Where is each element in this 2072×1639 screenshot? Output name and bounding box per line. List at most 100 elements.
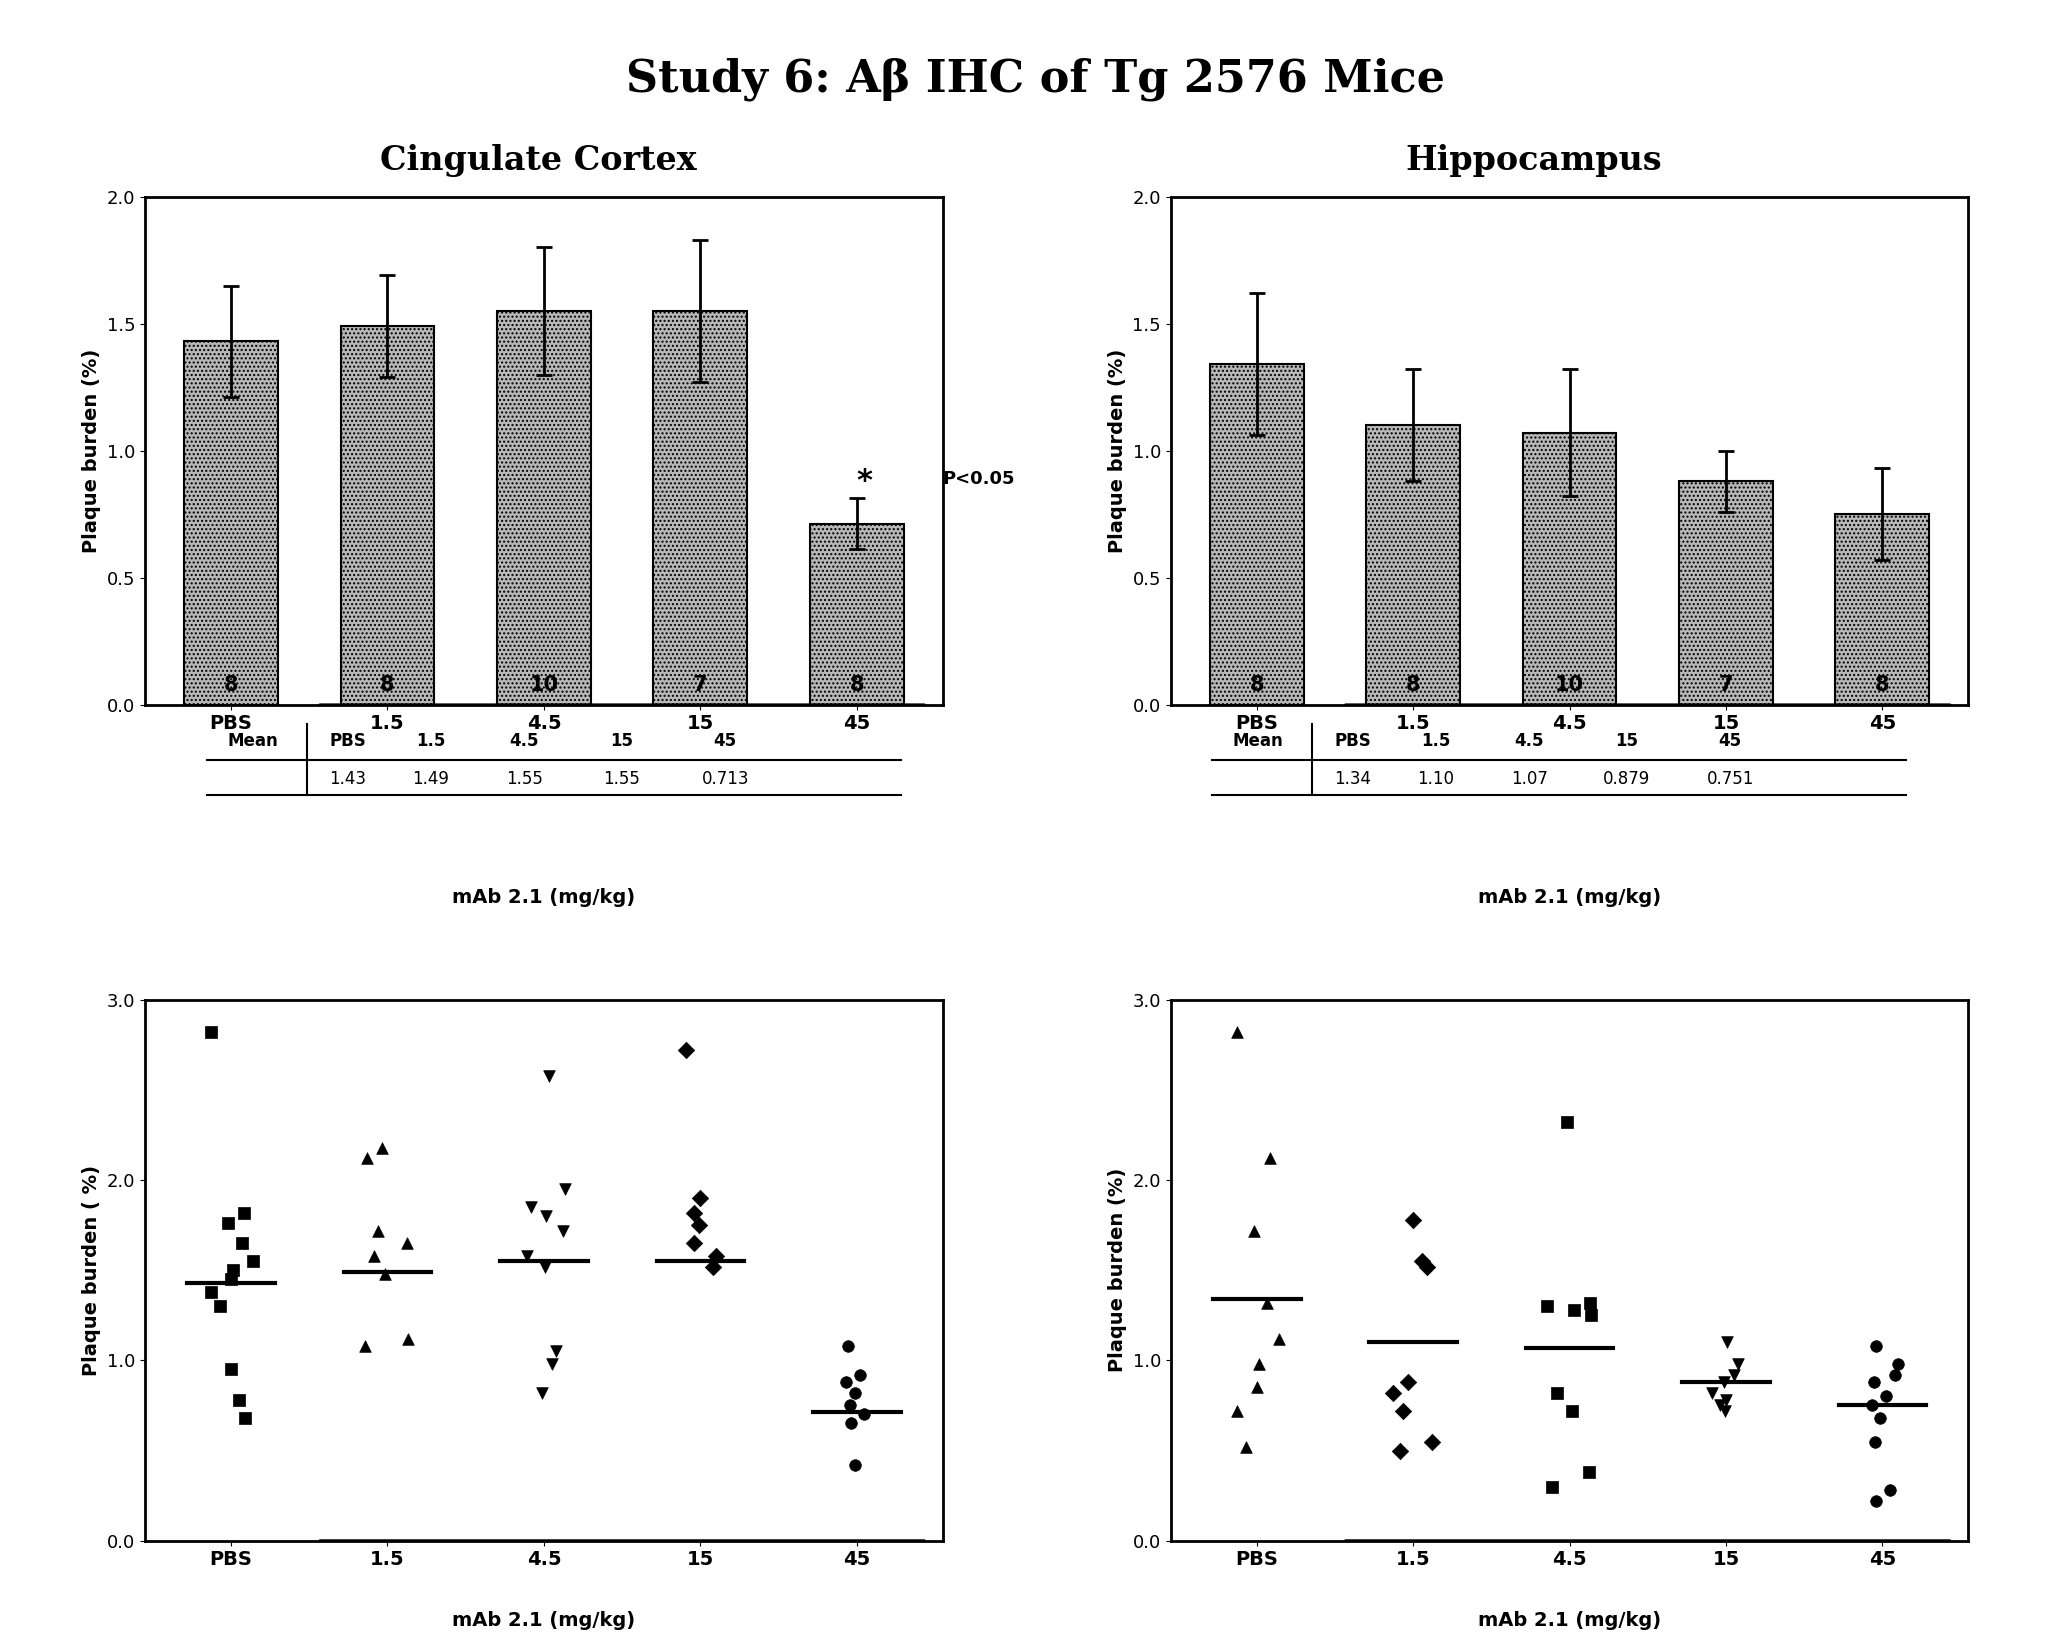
Text: mAb 2.1 (mg/kg): mAb 2.1 (mg/kg) [1477,888,1662,906]
Text: 8: 8 [381,675,396,695]
Point [215,1357,249,1383]
Point [678,1200,711,1226]
Point [392,1326,425,1352]
Point [361,1218,394,1244]
Text: 15: 15 [609,733,634,749]
Point [1863,1405,1896,1431]
Point [1397,1206,1430,1233]
Point [1531,1293,1564,1319]
Point [1575,1301,1608,1328]
Point [678,1229,711,1257]
Point [224,1387,257,1413]
Text: 1.5: 1.5 [416,733,445,749]
Text: 7: 7 [692,675,707,695]
Text: 4.5: 4.5 [1515,733,1544,749]
Point [535,1351,568,1377]
Point [1254,1146,1287,1172]
Point [228,1200,261,1226]
Point [365,1134,398,1160]
Point [195,1278,228,1305]
Point [348,1333,381,1359]
Bar [1523,433,1616,705]
Point [390,1229,423,1257]
Text: 8: 8 [1249,675,1264,695]
Point [684,1185,717,1211]
Text: 45: 45 [713,733,738,749]
Bar [1836,515,1929,705]
Bar [810,523,903,705]
Point [1703,1393,1736,1419]
Point [1535,1473,1569,1500]
Point [1262,1326,1295,1352]
Point [1229,1434,1262,1460]
Point [195,1019,228,1046]
Point [350,1146,383,1172]
Bar [340,326,435,705]
Text: Study 6: Aβ IHC of Tg 2576 Mice: Study 6: Aβ IHC of Tg 2576 Mice [626,57,1446,102]
Text: 1.49: 1.49 [412,770,450,787]
Point [1411,1254,1444,1280]
Point [526,1380,559,1406]
Text: Mean: Mean [1233,733,1283,749]
Text: mAb 2.1 (mg/kg): mAb 2.1 (mg/kg) [452,888,636,906]
Text: 1.10: 1.10 [1417,770,1455,787]
Text: 15: 15 [1614,733,1639,749]
Point [696,1254,729,1280]
Point [1390,1369,1423,1395]
Point [369,1260,402,1287]
Point [1879,1362,1912,1388]
Point [682,1213,715,1239]
Bar [1365,426,1461,705]
Bar [184,341,278,705]
Point [510,1242,543,1269]
Point [843,1362,876,1388]
Point [203,1293,236,1319]
Point [1556,1398,1589,1424]
Bar [1210,364,1303,705]
Point [831,1333,864,1359]
Text: mAb 2.1 (mg/kg): mAb 2.1 (mg/kg) [1477,1611,1662,1629]
Point [236,1249,269,1275]
Text: P<0.05: P<0.05 [943,470,1015,488]
Point [1539,1380,1573,1406]
Text: 1.55: 1.55 [603,770,640,787]
Text: 8: 8 [1875,675,1890,695]
Text: 1.5: 1.5 [1421,733,1450,749]
Point [1707,1369,1740,1395]
Point [1711,1329,1745,1355]
Y-axis label: Plaque burden (%): Plaque burden (%) [1109,349,1127,552]
Point [547,1218,580,1244]
Point [833,1393,866,1419]
Point [539,1337,572,1364]
Text: PBS: PBS [329,733,367,749]
Text: 10: 10 [530,675,557,695]
Point [1859,1333,1892,1359]
Point [1859,1428,1892,1455]
Point [1415,1428,1448,1455]
Point [226,1229,259,1257]
Point [1405,1249,1438,1275]
Point [1241,1373,1274,1400]
Point [1550,1110,1583,1136]
Point [528,1254,562,1280]
Point [1857,1369,1890,1395]
Point [1854,1393,1888,1419]
Text: 8: 8 [224,675,238,695]
Point [1237,1218,1270,1244]
Point [835,1410,868,1436]
Text: 1.07: 1.07 [1510,770,1548,787]
Text: 0.751: 0.751 [1707,770,1753,787]
Point [1869,1383,1902,1410]
Point [514,1193,547,1219]
Text: 0.713: 0.713 [702,770,748,787]
Point [1709,1387,1743,1413]
Text: 7: 7 [1718,675,1732,695]
Text: 8: 8 [850,675,864,695]
Point [1573,1290,1606,1316]
Point [1241,1351,1274,1377]
Point [358,1242,392,1269]
Point [1881,1351,1915,1377]
Point [1558,1296,1591,1323]
Point [215,1265,249,1292]
Point [1707,1398,1740,1424]
